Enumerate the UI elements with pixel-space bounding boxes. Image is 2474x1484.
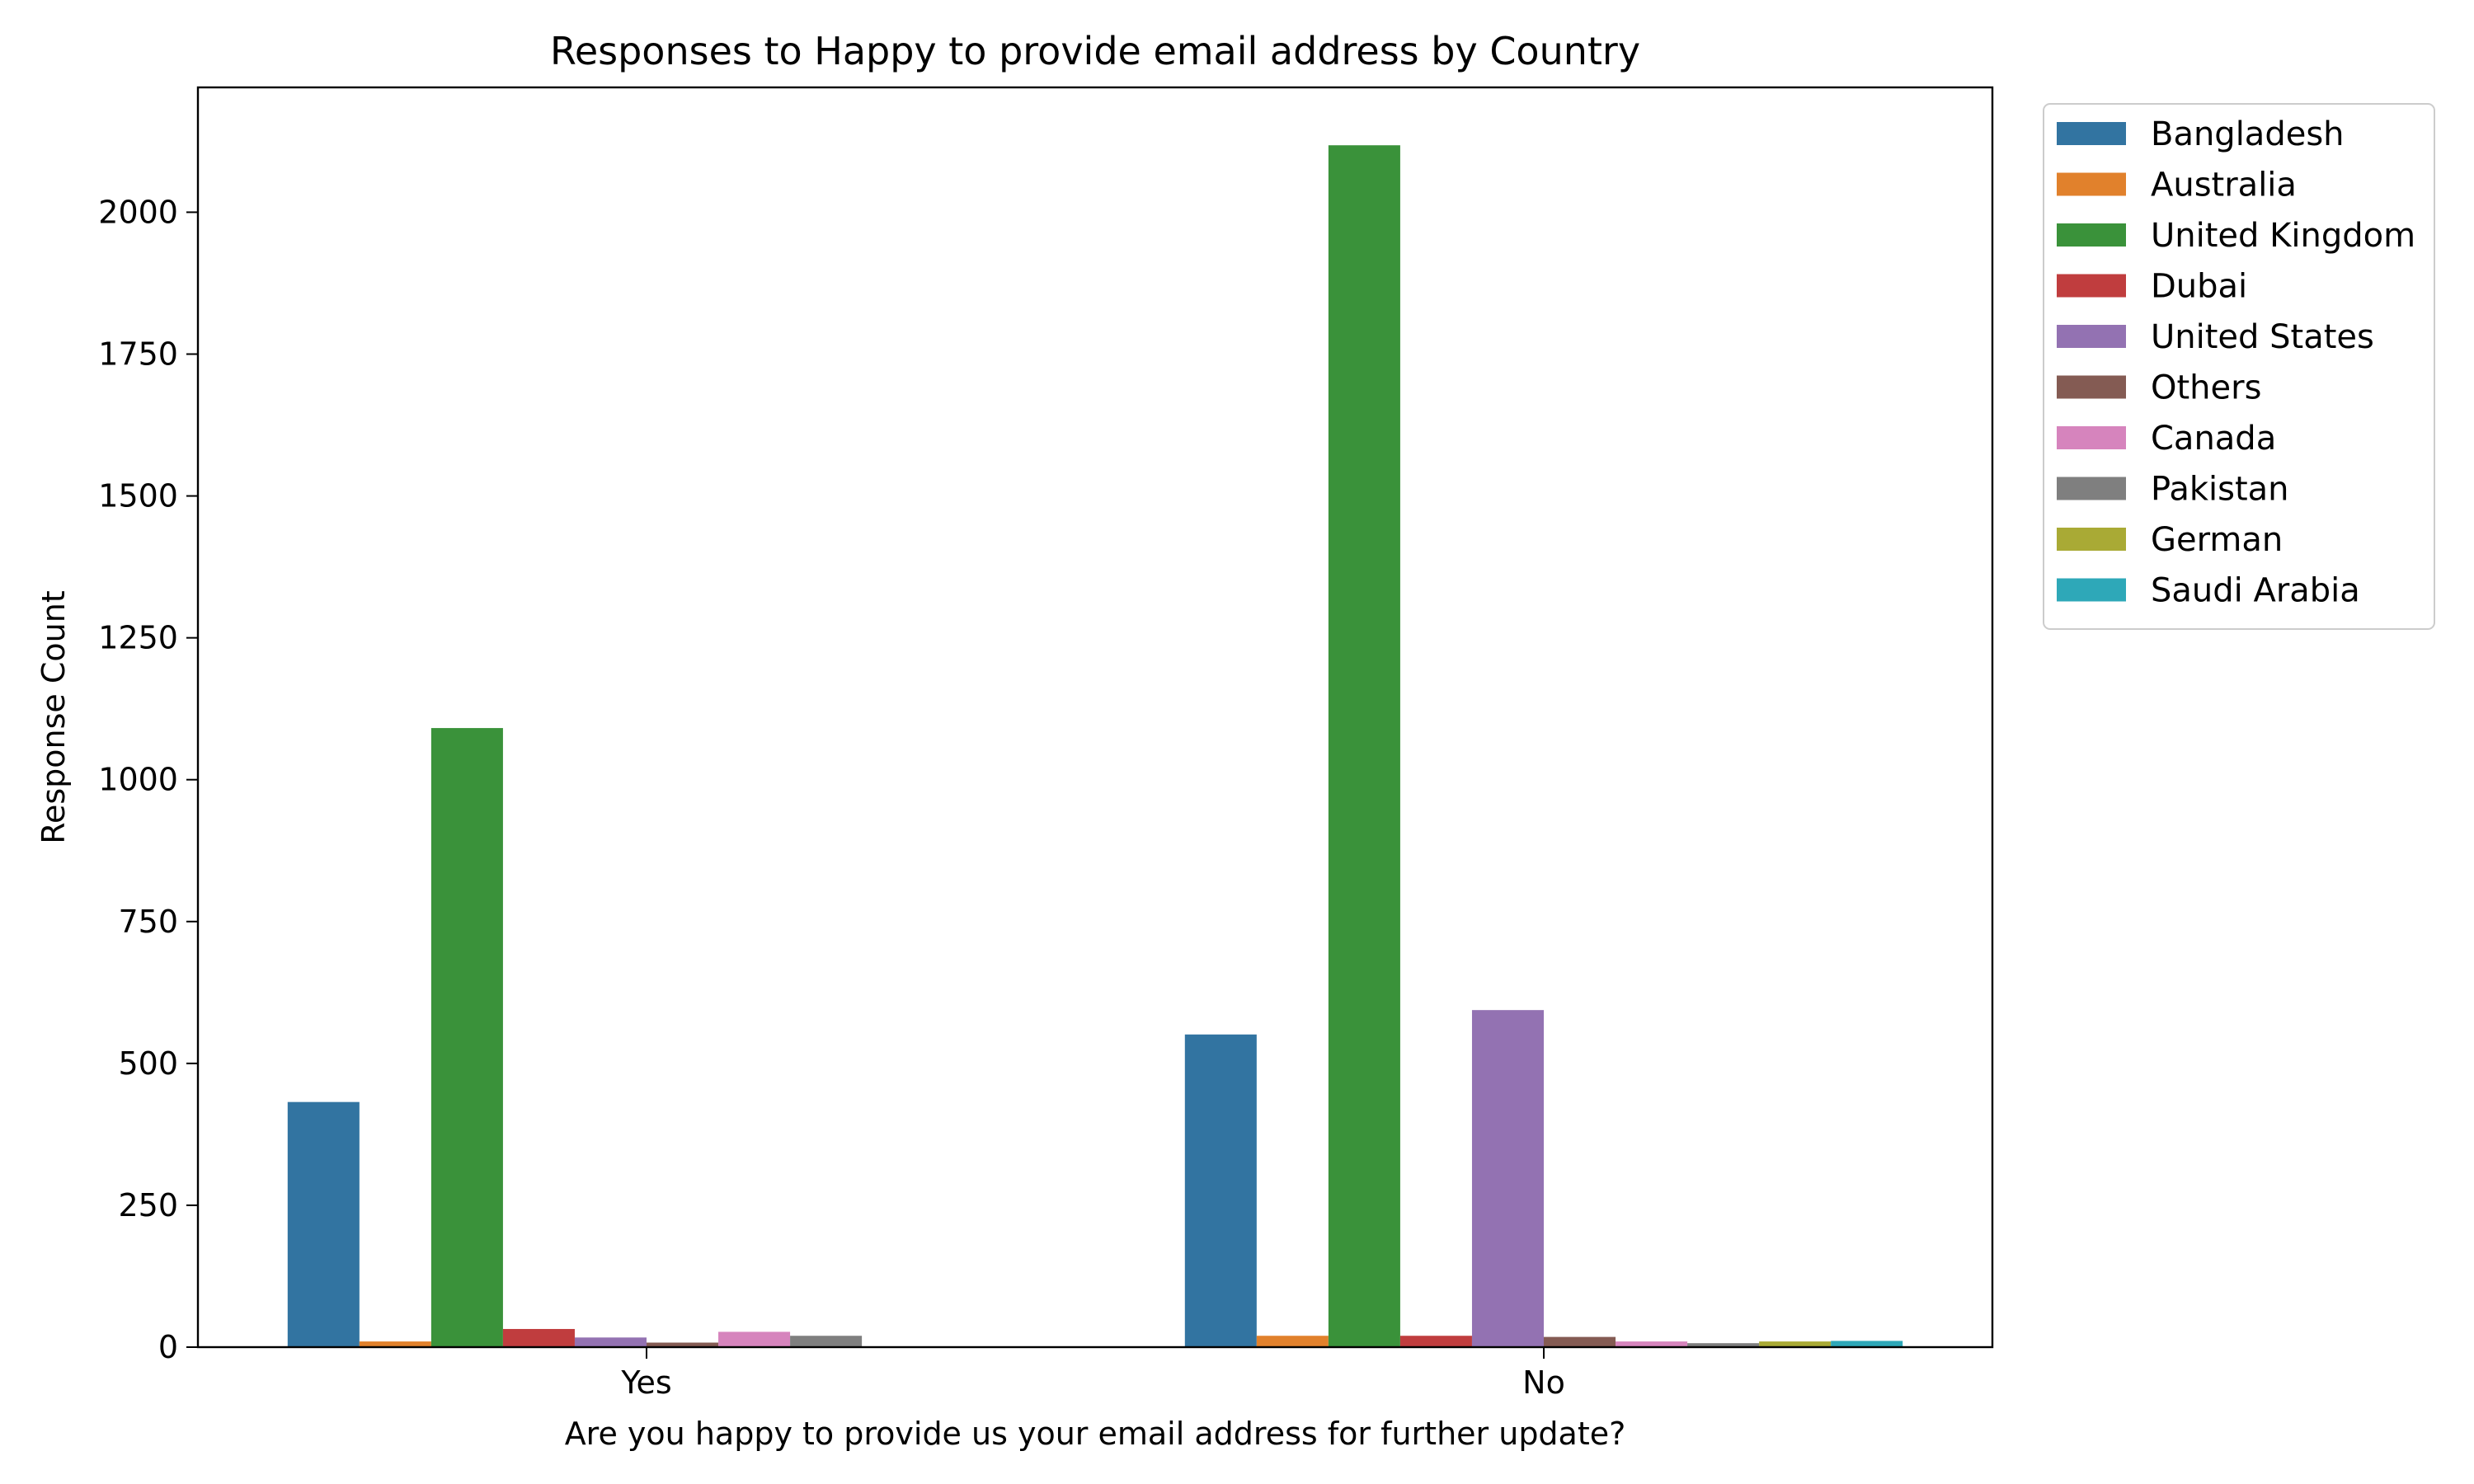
y-tick-label: 1500 (98, 478, 178, 514)
x-axis-title: Are you happy to provide us your email a… (565, 1416, 1626, 1452)
bar-canada-no (1616, 1341, 1688, 1347)
x-tick-label-yes: Yes (620, 1364, 671, 1401)
legend-label-others: Others (2151, 369, 2261, 407)
legend: Bangladesh Australia United Kingdom Dubai Un… (2043, 103, 2435, 630)
legend-label-united-kingdom: United Kingdom (2151, 217, 2415, 255)
bar-german-no (1759, 1341, 1832, 1347)
bar-canada-yes (718, 1331, 791, 1347)
y-axis-title: Response Count (35, 590, 72, 843)
bars-group (287, 145, 1903, 1348)
bar-pakistan-yes (790, 1336, 863, 1347)
bar-pakistan-no (1687, 1343, 1760, 1347)
y-tick-label: 250 (118, 1187, 178, 1223)
legend-box (2043, 103, 2435, 630)
bar-united-states-yes (574, 1337, 647, 1347)
y-tick-label: 1750 (98, 336, 178, 372)
y-tick-label: 2000 (98, 194, 178, 230)
legend-swatch-australia (2057, 172, 2126, 196)
legend-label-saudi-arabia: Saudi Arabia (2151, 572, 2360, 610)
legend-label-german: German (2151, 521, 2283, 559)
legend-label-pakistan: Pakistan (2151, 471, 2289, 509)
legend-swatch-canada (2057, 426, 2126, 449)
bar-bangladesh-no (1184, 1034, 1257, 1347)
legend-swatch-bangladesh (2057, 122, 2126, 145)
x-tick-label-no: No (1522, 1364, 1565, 1401)
legend-label-dubai: Dubai (2151, 268, 2247, 306)
legend-label-canada: Canada (2151, 420, 2276, 458)
legend-swatch-dubai (2057, 274, 2126, 298)
y-tick-label: 1250 (98, 620, 178, 656)
bar-united-kingdom-yes (430, 728, 503, 1347)
chart-title: Responses to Happy to provide email addr… (550, 29, 1640, 73)
bar-australia-no (1256, 1336, 1329, 1347)
legend-swatch-united-kingdom (2057, 223, 2126, 247)
axes-group: 0 250 500 750 1000 1250 1500 1750 2000 Yes No (98, 86, 1994, 1401)
bar-bangladesh-yes (287, 1101, 360, 1347)
bar-dubai-yes (502, 1328, 575, 1347)
y-tick-label: 750 (118, 904, 178, 940)
legend-label-australia: Australia (2151, 167, 2297, 204)
legend-swatch-others (2057, 375, 2126, 399)
legend-swatch-german (2057, 528, 2126, 551)
legend-label-united-states: United States (2151, 318, 2374, 356)
legend-swatch-united-states (2057, 325, 2126, 348)
y-tick-label: 500 (118, 1045, 178, 1082)
bar-others-yes (647, 1342, 719, 1347)
bar-others-no (1544, 1336, 1616, 1347)
bar-united-states-no (1471, 1010, 1544, 1347)
legend-swatch-saudi-arabia (2057, 578, 2126, 602)
bar-australia-yes (359, 1341, 431, 1347)
y-tick-label: 0 (158, 1329, 178, 1365)
legend-label-bangladesh: Bangladesh (2151, 115, 2345, 153)
bar-saudi-arabia-no (1831, 1341, 1903, 1347)
legend-swatch-pakistan (2057, 477, 2126, 500)
bar-dubai-no (1399, 1336, 1472, 1347)
plot-frame (196, 86, 1994, 1349)
bar-united-kingdom-no (1328, 145, 1400, 1348)
y-tick-label: 1000 (98, 762, 178, 798)
